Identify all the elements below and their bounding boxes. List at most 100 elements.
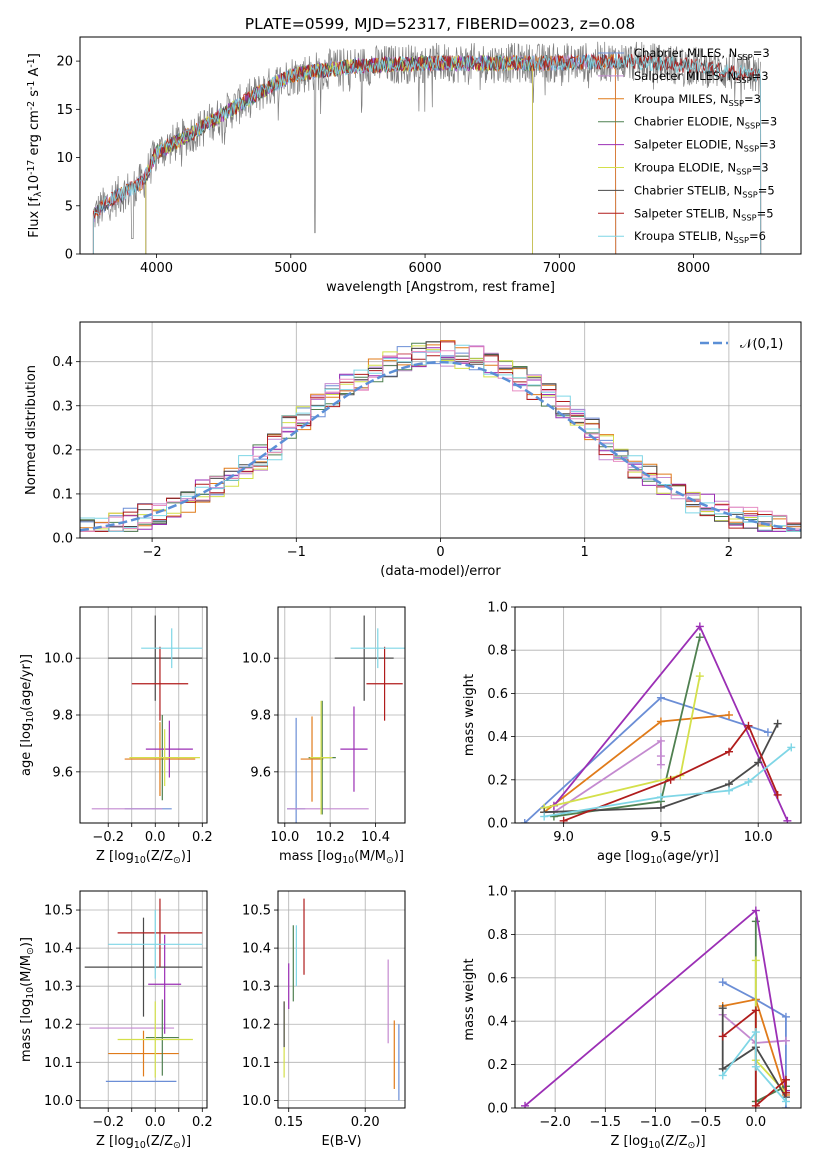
y-tick-label: 20 [56,55,73,70]
y-axis-label: age [log10(age/yr)] [19,654,36,776]
marker-salpeter-stelib [781,1088,790,1097]
x-axis-label: wavelength [Angstrom, rest frame] [326,280,555,295]
y-tick-label: 0.6 [487,687,508,702]
y-tick-label: 10.2 [44,1018,73,1033]
axes-frame [79,890,208,1109]
y-axis-label: mass weight [462,674,477,756]
text-run: -1 [26,81,37,90]
x-tick-label: −1 [287,545,306,560]
marker-kroupa-stelib [751,1062,760,1071]
x-axis-label: mass [log10(M/M⊙)] [279,849,404,866]
marker-chabrier-miles [763,728,772,737]
y-tick-label: 0.1 [52,487,73,502]
marker-salpeter-elodie [751,906,760,915]
y-tick-label: 0.0 [52,532,73,547]
marker-kroupa-stelib [656,793,665,802]
y-tick-label: 10.5 [242,904,271,919]
x-tick-label: −2.0 [539,1115,571,1130]
y-tick-label: 9.6 [52,765,73,780]
x-axis-label: E(B-V) [321,1134,361,1149]
text-run: =3 [753,46,770,60]
marker-salpeter-stelib [751,1101,760,1108]
x-tick-label: 8000 [677,261,710,276]
y-tick-label: 1.0 [487,885,508,900]
y-tick-label: 10.3 [44,980,73,995]
text-run: =5 [757,206,774,220]
text-run: (data-model)/error [380,564,501,579]
series-kroupa-stelib [721,1029,787,1103]
x-tick-label: −1.5 [590,1115,622,1130]
y-tick-label: 10.0 [242,1094,271,1109]
text-run: ⊙ [688,1140,696,1151]
y-axis-label: Normed distribution [24,365,39,495]
text-run: =3 [759,138,776,152]
marker-kroupa-stelib [725,786,734,795]
errorbar-salpeter-elodie [340,706,368,792]
text-run: Kroupa STELIB, N [634,229,734,243]
series-salpeter-elodie [553,624,789,822]
text-run: SSP [745,121,760,131]
x-tick-label: −1.0 [640,1115,672,1130]
marker-salpeter-miles [781,1036,790,1045]
x-tick-label: −0.5 [690,1115,722,1130]
text-run: mass weight [462,674,477,756]
marker-chabrier-elodie [695,633,704,642]
text-run: ⊙ [25,947,36,955]
text-run: SSP [736,75,751,85]
errorbar-salpeter-stelib [131,646,189,721]
x-tick-label: 10.0 [270,830,299,845]
text-run: Salpeter ELODIE, N [634,138,744,152]
marker-chabrier-stelib [656,803,665,812]
text-run: A [27,68,42,81]
plot-area-mass_vs_Z [84,898,203,1082]
text-run: =6 [749,229,766,243]
y-axis-label: Flux [fλ10-17 erg cm-2 s-1 A-1] [26,53,44,238]
marker-chabrier-stelib [754,758,763,767]
text-run: mass [log [279,849,342,864]
text-run: 10 [25,711,36,723]
text-run: s [27,90,42,101]
x-axis-label: age [log10(age/yr)] [597,849,719,866]
x-tick-label: 0.2 [192,1115,213,1130]
axes-frame [514,606,802,824]
text-run: SSP [744,144,759,154]
errorbar-kroupa-miles [124,722,196,796]
text-run: Normed distribution [24,365,39,495]
text-run: Chabrier STELIB, N [634,183,742,197]
legend-entry-kroupa-stelib: Kroupa STELIB, NSSP=6 [634,229,766,245]
text-run: -2 [26,101,37,110]
x-tick-label: 0.0 [745,1115,766,1130]
text-run: Z [log [96,849,134,864]
errorbar-kroupa-elodie [117,1001,193,1078]
text-run: (age/yr)] [19,654,34,711]
series-salpeter-miles [92,52,617,254]
text-run: age [log [597,849,650,864]
x-tick-label: 2 [725,545,733,560]
text-run: -17 [26,160,37,175]
y-tick-label: 9.8 [52,709,73,724]
legend-entry-chabrier-stelib: Chabrier STELIB, NSSP=5 [634,183,775,199]
text-run: (Z/Z [660,1134,687,1149]
x-tick-label: 9.5 [651,830,672,845]
plot-area-mass_vs_EBV [283,898,400,1101]
text-run: ⊙ [173,855,181,866]
y-tick-label: 0.6 [487,971,508,986]
x-tick-label: 0.0 [145,830,166,845]
x-tick-label: 4000 [140,261,173,276]
series-chabrier-elodie [553,636,701,818]
marker-kroupa-stelib [744,777,753,786]
marker-kroupa-stelib [718,1071,727,1080]
text-run: SSP [736,167,751,177]
x-tick-label: 6000 [409,261,442,276]
y-tick-label: 0.4 [487,730,508,745]
marker-kroupa-elodie [695,672,704,681]
marker-salpeter-elodie [783,816,792,823]
text-run: 10 [25,987,36,999]
y-tick-label: 0 [65,248,73,263]
errorbar-kroupa-stelib [141,628,203,669]
text-run: 10 [134,1140,146,1151]
y-tick-label: 10.4 [44,942,73,957]
axes-mass_vs_Z: −0.2 0.0 0.2 10.0 10.1 10.2 10.3 10.4 10.5 Z [log… [19,890,213,1151]
